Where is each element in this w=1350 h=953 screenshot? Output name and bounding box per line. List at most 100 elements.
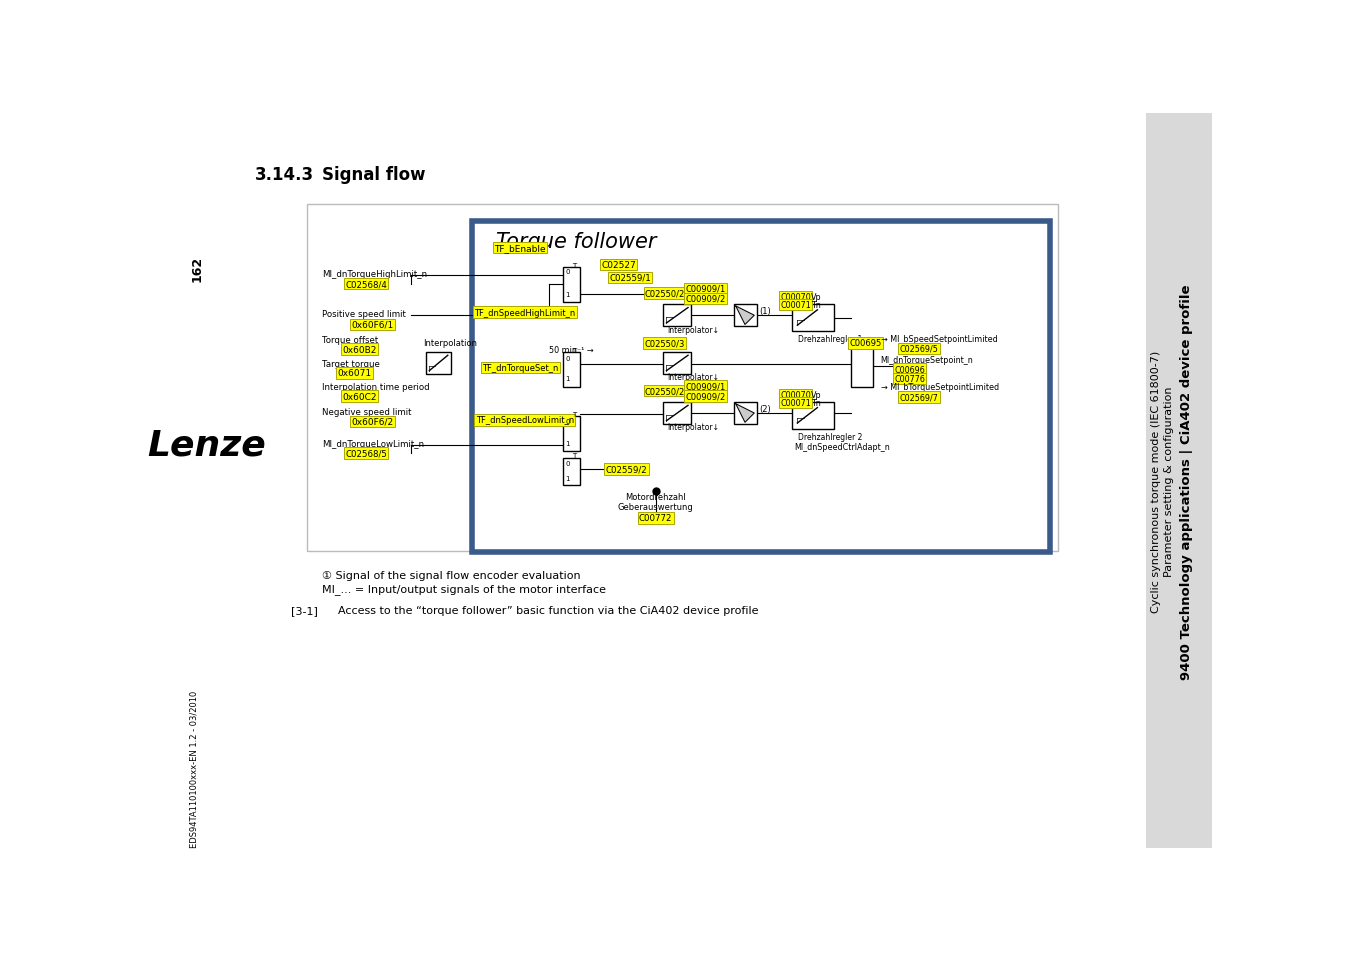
Text: C00909/2: C00909/2 (686, 294, 726, 303)
Text: Vp: Vp (811, 391, 822, 399)
Text: 1: 1 (566, 293, 570, 298)
Text: Positive speed limit: Positive speed limit (323, 310, 406, 319)
Text: → MI_bSpeedSetpointLimited: → MI_bSpeedSetpointLimited (880, 335, 998, 343)
Text: 0: 0 (566, 419, 570, 425)
Bar (563, 458, 580, 485)
Text: 0x6071: 0x6071 (338, 369, 371, 378)
Bar (663, 305, 691, 327)
Text: C00909/1: C00909/1 (686, 382, 726, 391)
Text: 50 min⁻¹ →: 50 min⁻¹ → (549, 346, 594, 355)
Text: Vp: Vp (811, 293, 822, 302)
Bar (852, 345, 873, 388)
Text: Torque follower: Torque follower (495, 232, 656, 252)
Text: Interpolator↓: Interpolator↓ (667, 325, 720, 335)
Text: [3-1]: [3-1] (292, 605, 319, 616)
Text: T: T (572, 263, 576, 269)
Text: C00695: C00695 (849, 339, 882, 348)
Text: C02550/2: C02550/2 (645, 387, 684, 395)
Text: Motordrehzahl: Motordrehzahl (625, 493, 686, 502)
Text: Interpolator↓: Interpolator↓ (667, 423, 720, 432)
Bar (792, 305, 834, 332)
Text: C02559/2: C02559/2 (606, 465, 647, 475)
Text: 9400 Technology applications | CiA402 device profile: 9400 Technology applications | CiA402 de… (1180, 284, 1193, 679)
Text: 162: 162 (190, 255, 204, 281)
Text: Parameter setting & configuration: Parameter setting & configuration (1164, 386, 1174, 577)
Text: 0x60F6/1: 0x60F6/1 (351, 320, 393, 330)
Bar (663, 353, 691, 375)
Text: C02559/1: C02559/1 (609, 274, 651, 283)
Text: C02569/7: C02569/7 (899, 393, 938, 402)
Text: ① Signal of the signal flow encoder evaluation: ① Signal of the signal flow encoder eval… (323, 571, 580, 581)
Text: C02569/5: C02569/5 (899, 344, 938, 354)
Text: C00071: C00071 (780, 398, 811, 407)
Text: Negative speed limit: Negative speed limit (323, 408, 412, 416)
Text: Tn: Tn (811, 398, 821, 407)
Text: C00070: C00070 (780, 391, 811, 399)
Text: 3.14.3: 3.14.3 (255, 166, 315, 183)
Text: Drehzahlregler 1: Drehzahlregler 1 (798, 335, 863, 343)
Bar (734, 305, 757, 327)
Text: 0: 0 (566, 269, 570, 275)
Text: T: T (572, 453, 576, 459)
Text: → MI_bTorqueSetpointLimited: → MI_bTorqueSetpointLimited (880, 383, 999, 392)
Text: TF_bEnable: TF_bEnable (494, 244, 545, 253)
Text: Tn: Tn (811, 300, 821, 310)
Text: C00070: C00070 (780, 293, 811, 302)
Text: C00909/1: C00909/1 (686, 285, 726, 294)
Text: Geberauswertung: Geberauswertung (618, 502, 694, 511)
Text: C02568/4: C02568/4 (346, 280, 387, 289)
Text: 0x60C2: 0x60C2 (342, 392, 377, 401)
Bar (792, 403, 834, 430)
Text: Interpolator↓: Interpolator↓ (667, 373, 720, 382)
Text: 0: 0 (566, 460, 570, 467)
Text: 0x60B2: 0x60B2 (342, 345, 377, 355)
Text: 1: 1 (566, 376, 570, 382)
Text: Interpolation time period: Interpolation time period (323, 382, 429, 391)
Bar (306, 205, 1057, 551)
Text: (2): (2) (759, 404, 771, 414)
Text: Target torque: Target torque (323, 360, 381, 369)
Text: C00696: C00696 (895, 365, 925, 375)
Text: MI_dnSpeedCtrlAdapt_n: MI_dnSpeedCtrlAdapt_n (794, 442, 890, 451)
Text: 1: 1 (566, 476, 570, 482)
Bar (472, 222, 1050, 553)
Text: C00071: C00071 (780, 300, 811, 310)
Text: Drehzahlregler 2: Drehzahlregler 2 (798, 433, 863, 442)
Text: C02550/2: C02550/2 (645, 289, 684, 298)
Text: EDS94TA110100xxx-EN 1.2 - 03/2010: EDS94TA110100xxx-EN 1.2 - 03/2010 (189, 690, 198, 846)
Text: Torque offset: Torque offset (323, 335, 378, 344)
Bar (563, 268, 580, 303)
Text: MI_... = Input/output signals of the motor interface: MI_... = Input/output signals of the mot… (323, 583, 606, 595)
Bar (563, 416, 580, 452)
Text: T: T (572, 412, 576, 417)
Text: TF_dnSpeedHighLimit_n: TF_dnSpeedHighLimit_n (474, 309, 575, 317)
Bar (427, 353, 451, 375)
Bar (1146, 114, 1212, 848)
Text: MI_dnTorqueSetpoint_n: MI_dnTorqueSetpoint_n (880, 356, 973, 365)
Text: Interpolation: Interpolation (423, 338, 477, 347)
Text: C02568/5: C02568/5 (346, 449, 387, 458)
Text: Cyclic synchronous torque mode (IEC 61800-7): Cyclic synchronous torque mode (IEC 6180… (1152, 351, 1161, 612)
Bar (663, 403, 691, 424)
Bar (734, 403, 757, 424)
Text: Lenze: Lenze (147, 428, 266, 462)
Text: Signal flow: Signal flow (323, 166, 425, 183)
Text: C00776: C00776 (894, 375, 925, 383)
Text: MI_dnTorqueLowLimit_n: MI_dnTorqueLowLimit_n (323, 439, 424, 448)
Text: C02550/3: C02550/3 (645, 339, 684, 348)
Text: 0: 0 (566, 356, 570, 362)
Text: TF_dnTorqueSet_n: TF_dnTorqueSet_n (482, 364, 559, 373)
Text: T: T (572, 348, 576, 354)
Text: Access to the “torque follower” basic function via the CiA402 device profile: Access to the “torque follower” basic fu… (338, 605, 759, 616)
Text: C00909/2: C00909/2 (686, 392, 726, 401)
Text: MI_dnTorqueHighLimit_n: MI_dnTorqueHighLimit_n (323, 270, 428, 279)
Text: TF_dnSpeedLowLimit_n: TF_dnSpeedLowLimit_n (475, 416, 574, 425)
Text: 0x60F6/2: 0x60F6/2 (351, 417, 393, 427)
Text: 1: 1 (566, 440, 570, 447)
Polygon shape (736, 404, 755, 423)
Text: C00772: C00772 (639, 514, 672, 522)
Polygon shape (736, 307, 755, 325)
Text: C02527: C02527 (601, 260, 636, 270)
Bar (563, 353, 580, 388)
Text: (1): (1) (759, 307, 771, 315)
